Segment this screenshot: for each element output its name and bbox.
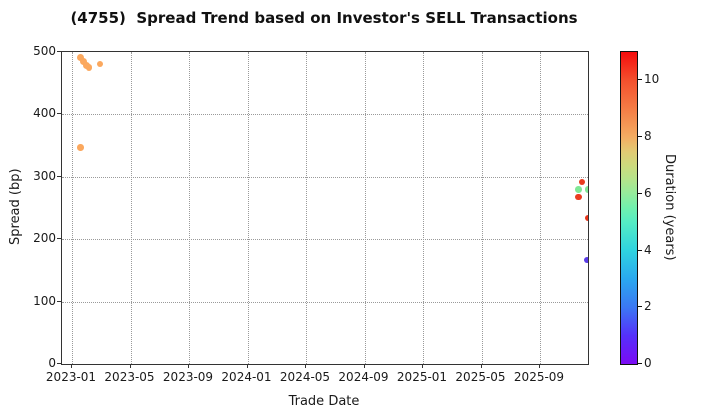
x-tick-mark bbox=[71, 364, 72, 368]
y-tick-label: 500 bbox=[33, 44, 56, 58]
colorbar-tick-mark bbox=[638, 249, 642, 251]
x-tick-label: 2023-01 bbox=[45, 370, 97, 384]
colorbar-tick-label: 4 bbox=[644, 242, 652, 257]
y-tick-mark bbox=[57, 363, 61, 364]
x-tick-label: 2024-01 bbox=[221, 370, 272, 384]
y-axis-label: Spread (bp) bbox=[8, 168, 23, 246]
x-gridline bbox=[189, 52, 190, 364]
y-gridline bbox=[62, 114, 588, 116]
y-tick-mark bbox=[57, 300, 61, 302]
y-tick-mark bbox=[57, 51, 61, 52]
data-point bbox=[77, 144, 84, 151]
x-gridline bbox=[364, 52, 366, 364]
data-point bbox=[96, 60, 103, 67]
data-point bbox=[575, 186, 582, 193]
x-tick-mark bbox=[305, 364, 306, 368]
y-gridline bbox=[62, 301, 588, 303]
colorbar-tick-mark bbox=[638, 192, 642, 194]
colorbar-tick-mark bbox=[638, 363, 642, 364]
x-tick-label: 2025-09 bbox=[513, 370, 565, 384]
y-tick-label: 300 bbox=[33, 168, 56, 183]
x-tick-label: 2025-05 bbox=[455, 370, 506, 384]
y-tick-label: 400 bbox=[33, 106, 56, 121]
data-point bbox=[584, 256, 588, 263]
data-point bbox=[575, 193, 582, 201]
y-gridline bbox=[62, 239, 588, 241]
x-tick-label: 2024-05 bbox=[279, 370, 331, 384]
colorbar-tick-label: 10 bbox=[644, 72, 660, 87]
y-tick-label: 200 bbox=[33, 231, 56, 246]
chart-title: (4755) Spread Trend based on Investor's … bbox=[70, 9, 578, 27]
x-gridline bbox=[423, 52, 424, 364]
x-tick-mark bbox=[539, 364, 540, 368]
x-gridline bbox=[130, 52, 132, 364]
x-tick-label: 2023-09 bbox=[162, 370, 214, 384]
data-point bbox=[584, 186, 588, 193]
x-tick-mark bbox=[129, 364, 131, 368]
colorbar-tick-label: 8 bbox=[644, 129, 652, 144]
x-tick-mark bbox=[188, 364, 189, 368]
x-tick-mark bbox=[422, 364, 423, 368]
colorbar-tick-mark bbox=[638, 136, 642, 138]
colorbar-tick-label: 2 bbox=[644, 299, 652, 314]
x-tick-label: 2023-05 bbox=[104, 370, 155, 384]
colorbar-tick-label: 0 bbox=[644, 356, 652, 370]
plot-area bbox=[61, 51, 589, 365]
x-tick-mark bbox=[480, 364, 482, 368]
data-point bbox=[79, 57, 88, 66]
x-tick-mark bbox=[363, 364, 365, 368]
x-tick-label: 2025-01 bbox=[396, 370, 448, 384]
y-tick-mark bbox=[57, 175, 61, 177]
x-gridline bbox=[540, 52, 541, 364]
colorbar-tick-mark bbox=[638, 306, 642, 308]
x-gridline bbox=[306, 52, 307, 364]
colorbar-tick-mark bbox=[638, 79, 642, 81]
data-point bbox=[584, 214, 588, 222]
colorbar bbox=[620, 51, 638, 365]
y-gridline bbox=[62, 176, 588, 178]
colorbar-label: Duration (years) bbox=[662, 153, 677, 261]
data-point bbox=[578, 178, 586, 186]
colorbar-tick-label: 6 bbox=[644, 185, 652, 200]
y-tick-mark bbox=[57, 113, 61, 115]
data-point bbox=[85, 64, 93, 71]
y-tick-label: 0 bbox=[48, 356, 56, 370]
y-tick-mark bbox=[57, 238, 61, 240]
x-axis-label: Trade Date bbox=[288, 394, 360, 409]
x-gridline bbox=[247, 52, 249, 364]
x-gridline bbox=[72, 52, 73, 364]
x-tick-mark bbox=[246, 364, 248, 368]
x-tick-label: 2024-09 bbox=[338, 370, 389, 384]
x-gridline bbox=[481, 52, 483, 364]
y-tick-label: 100 bbox=[33, 293, 56, 308]
